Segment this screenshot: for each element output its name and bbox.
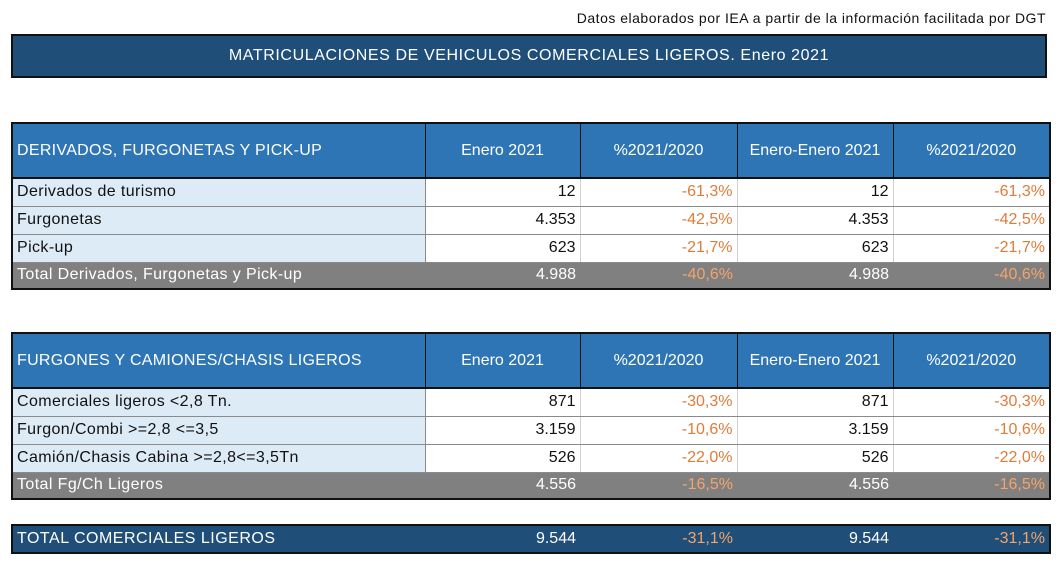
table-row: Pick-up 623 -21,7% 623 -21,7% — [11, 234, 1051, 263]
subtotal-month-value: 4.988 — [425, 262, 580, 290]
subtotal-month-pct: -40,6% — [580, 262, 737, 290]
page-title: MATRICULACIONES DE VEHICULOS COMERCIALES… — [11, 34, 1047, 78]
table-header-row: DERIVADOS, FURGONETAS Y PICK-UP Enero 20… — [11, 122, 1051, 179]
row-ytd-value: 526 — [737, 444, 894, 473]
row-ytd-value: 12 — [737, 178, 894, 207]
subtotal-month-value: 4.556 — [425, 472, 580, 500]
table-derivados: DERIVADOS, FURGONETAS Y PICK-UP Enero 20… — [11, 122, 1051, 290]
row-ytd-pct: -10,6% — [893, 416, 1051, 445]
grand-total-label: TOTAL COMERCIALES LIGEROS — [11, 524, 425, 554]
subtotal-row: Total Fg/Ch Ligeros 4.556 -16,5% 4.556 -… — [11, 472, 1051, 500]
table-row: Furgon/Combi >=2,8 <=3,5 3.159 -10,6% 3.… — [11, 416, 1051, 445]
table-row: Furgonetas 4.353 -42,5% 4.353 -42,5% — [11, 206, 1051, 235]
column-header-pct: %2021/2020 — [579, 122, 737, 179]
row-ytd-pct: -61,3% — [893, 178, 1051, 207]
row-month-pct: -61,3% — [580, 178, 738, 207]
row-month-value: 623 — [425, 234, 581, 263]
row-month-value: 12 — [425, 178, 581, 207]
grand-total-row: TOTAL COMERCIALES LIGEROS 9.544 -31,1% 9… — [11, 524, 1051, 554]
row-month-value: 526 — [425, 444, 581, 473]
row-ytd-value: 623 — [737, 234, 894, 263]
row-month-pct: -42,5% — [580, 206, 738, 235]
column-header-category: DERIVADOS, FURGONETAS Y PICK-UP — [11, 122, 425, 179]
subtotal-row: Total Derivados, Furgonetas y Pick-up 4.… — [11, 262, 1051, 290]
subtotal-ytd-pct: -16,5% — [893, 472, 1051, 500]
column-header-category: FURGONES Y CAMIONES/CHASIS LIGEROS — [11, 332, 425, 389]
row-month-value: 4.353 — [425, 206, 581, 235]
row-month-pct: -22,0% — [580, 444, 738, 473]
table-header-row: FURGONES Y CAMIONES/CHASIS LIGEROS Enero… — [11, 332, 1051, 389]
row-ytd-pct: -21,7% — [893, 234, 1051, 263]
table-row: Camión/Chasis Cabina >=2,8<=3,5Tn 526 -2… — [11, 444, 1051, 473]
grand-total-ytd-value: 9.544 — [737, 524, 893, 554]
grand-total-month-pct: -31,1% — [580, 524, 737, 554]
subtotal-label: Total Fg/Ch Ligeros — [11, 472, 425, 500]
column-header-ytd: Enero-Enero 2021 — [736, 332, 893, 389]
row-ytd-value: 3.159 — [737, 416, 894, 445]
grand-total-table: TOTAL COMERCIALES LIGEROS 9.544 -31,1% 9… — [11, 524, 1051, 554]
row-month-value: 3.159 — [425, 416, 581, 445]
table-furgones: FURGONES Y CAMIONES/CHASIS LIGEROS Enero… — [11, 332, 1051, 500]
subtotal-ytd-value: 4.556 — [737, 472, 893, 500]
column-header-month: Enero 2021 — [424, 332, 580, 389]
row-ytd-value: 4.353 — [737, 206, 894, 235]
subtotal-ytd-pct: -40,6% — [893, 262, 1051, 290]
subtotal-ytd-value: 4.988 — [737, 262, 893, 290]
row-ytd-pct: -22,0% — [893, 444, 1051, 473]
subtotal-label: Total Derivados, Furgonetas y Pick-up — [11, 262, 425, 290]
column-header-month: Enero 2021 — [424, 122, 580, 179]
row-month-value: 871 — [425, 388, 581, 417]
row-label: Derivados de turismo — [11, 178, 426, 207]
row-label: Comerciales ligeros <2,8 Tn. — [11, 388, 426, 417]
row-ytd-value: 871 — [737, 388, 894, 417]
row-label: Pick-up — [11, 234, 426, 263]
grand-total-ytd-pct: -31,1% — [893, 524, 1051, 554]
subtotal-month-pct: -16,5% — [580, 472, 737, 500]
row-label: Furgon/Combi >=2,8 <=3,5 — [11, 416, 426, 445]
row-label: Camión/Chasis Cabina >=2,8<=3,5Tn — [11, 444, 426, 473]
column-header-ytd: Enero-Enero 2021 — [736, 122, 893, 179]
row-month-pct: -10,6% — [580, 416, 738, 445]
row-ytd-pct: -42,5% — [893, 206, 1051, 235]
table-row: Comerciales ligeros <2,8 Tn. 871 -30,3% … — [11, 388, 1051, 417]
row-label: Furgonetas — [11, 206, 426, 235]
grand-total-month-value: 9.544 — [425, 524, 580, 554]
row-ytd-pct: -30,3% — [893, 388, 1051, 417]
source-note: Datos elaborados por IEA a partir de la … — [576, 10, 1046, 26]
column-header-pct: %2021/2020 — [579, 332, 737, 389]
table-row: Derivados de turismo 12 -61,3% 12 -61,3% — [11, 178, 1051, 207]
row-month-pct: -30,3% — [580, 388, 738, 417]
column-header-pct-ytd: %2021/2020 — [892, 122, 1051, 179]
row-month-pct: -21,7% — [580, 234, 738, 263]
column-header-pct-ytd: %2021/2020 — [892, 332, 1051, 389]
